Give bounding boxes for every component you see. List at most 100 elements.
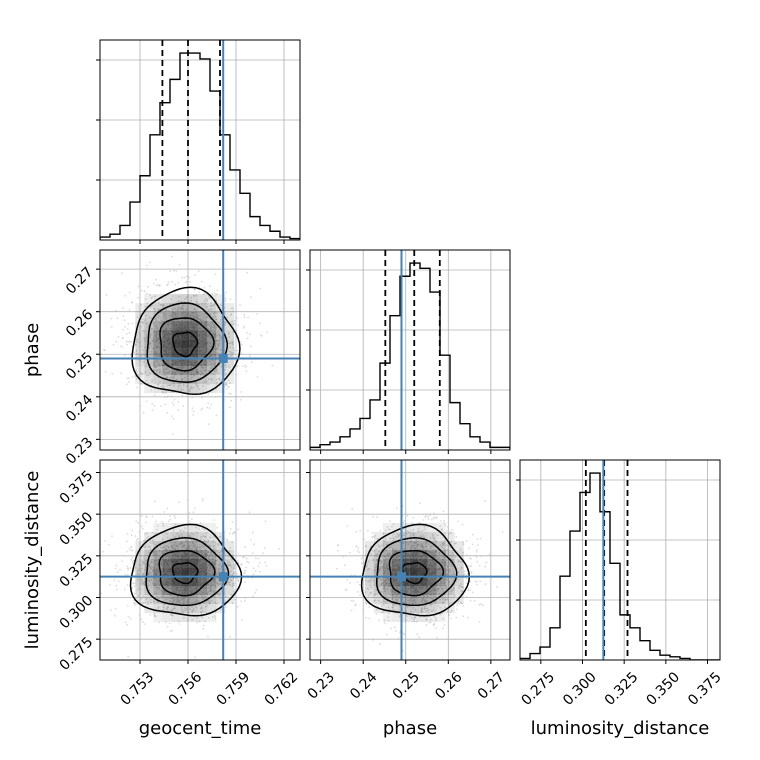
scatter-point — [178, 384, 181, 387]
scatter-point — [192, 410, 195, 413]
scatter-point — [228, 350, 231, 353]
scatter-point — [205, 587, 208, 589]
scatter-point — [234, 589, 237, 591]
scatter-point — [191, 606, 193, 608]
scatter-point — [157, 284, 160, 286]
scatter-point — [177, 388, 180, 391]
scatter-point — [148, 343, 151, 346]
scatter-point — [365, 616, 367, 619]
density-cell — [382, 586, 392, 595]
scatter-point — [176, 545, 179, 547]
scatter-point — [208, 407, 211, 409]
scatter-point — [245, 566, 247, 569]
density-cell — [171, 339, 181, 349]
density-cell — [207, 339, 217, 349]
scatter-point — [208, 555, 211, 558]
scatter-point — [193, 308, 196, 311]
scatter-point — [199, 549, 202, 552]
scatter-point — [183, 600, 185, 602]
scatter-point — [154, 334, 157, 337]
density-cell — [153, 559, 163, 568]
scatter-point — [186, 368, 188, 370]
scatter-point — [205, 322, 208, 324]
density-cell — [225, 366, 235, 376]
scatter-point — [151, 558, 154, 560]
density-cell — [216, 375, 226, 385]
scatter-point — [356, 591, 359, 593]
scatter-point — [153, 552, 156, 554]
scatter-point — [149, 565, 152, 568]
scatter-point — [132, 559, 135, 562]
scatter-point — [114, 567, 117, 570]
scatter-point — [180, 542, 183, 545]
scatter-point — [357, 549, 359, 552]
scatter-point — [155, 548, 157, 551]
scatter-point — [495, 586, 498, 588]
density-cell — [153, 303, 163, 313]
scatter-point — [186, 379, 189, 382]
scatter-point — [461, 523, 464, 526]
density-cell — [445, 568, 455, 577]
scatter-point — [87, 621, 89, 623]
scatter-point — [153, 362, 156, 364]
scatter-point — [190, 518, 193, 521]
xlabel-geocent_time: geocent_time — [139, 718, 262, 739]
scatter-point — [204, 364, 207, 366]
scatter-point — [178, 623, 181, 625]
density-cell — [198, 375, 208, 385]
scatter-point — [185, 313, 187, 316]
scatter-point — [177, 308, 180, 311]
scatter-point — [148, 580, 151, 582]
density-cell — [189, 595, 199, 604]
scatter-point — [230, 307, 233, 310]
density-cell — [198, 357, 208, 367]
hist-frame-phase — [309, 249, 511, 451]
scatter-point — [144, 305, 147, 308]
scatter-point — [215, 293, 218, 296]
scatter-point — [149, 333, 152, 336]
scatter-point — [147, 601, 149, 603]
scatter-point — [151, 515, 154, 518]
scatter-point — [202, 595, 204, 598]
scatter-point — [154, 543, 157, 546]
density-cell — [207, 312, 217, 322]
scatter-point — [476, 581, 478, 583]
scatter-point — [156, 339, 158, 342]
ytick-label-luminosity_distance-3: 0.350 — [57, 509, 97, 549]
scatter-point — [207, 378, 210, 380]
scatter-point — [206, 306, 209, 308]
scatter-point — [134, 568, 136, 570]
scatter-point — [203, 292, 206, 295]
scatter-point — [157, 314, 160, 317]
scatter-point — [192, 608, 195, 611]
density-cell — [225, 312, 235, 322]
scatter-point — [161, 552, 164, 555]
density-cell — [225, 303, 235, 313]
scatter-point — [220, 365, 223, 368]
scatter-point — [204, 620, 206, 623]
scatter-point — [248, 561, 250, 564]
scatter-point — [111, 372, 114, 375]
scatter-point — [174, 283, 177, 286]
frame-2d-0 — [99, 249, 301, 451]
density-cell — [153, 348, 163, 358]
scatter-point — [113, 579, 116, 581]
scatter-point — [197, 314, 200, 317]
scatter-point — [124, 326, 126, 328]
density-cell — [144, 303, 154, 313]
scatter-point — [427, 518, 430, 520]
scatter-point — [178, 295, 181, 298]
scatter-point — [177, 367, 180, 369]
scatter-point — [244, 546, 246, 548]
scatter-point — [262, 552, 264, 554]
scatter-point — [214, 602, 217, 604]
scatter-point — [209, 581, 212, 583]
scatter-point — [158, 588, 160, 590]
density-cell — [135, 339, 145, 349]
scatter-point — [141, 582, 143, 585]
scatter-point — [232, 351, 235, 354]
scatter-point — [199, 319, 202, 322]
scatter-point — [205, 380, 208, 383]
density-cell — [198, 384, 208, 394]
scatter-point — [145, 379, 148, 382]
